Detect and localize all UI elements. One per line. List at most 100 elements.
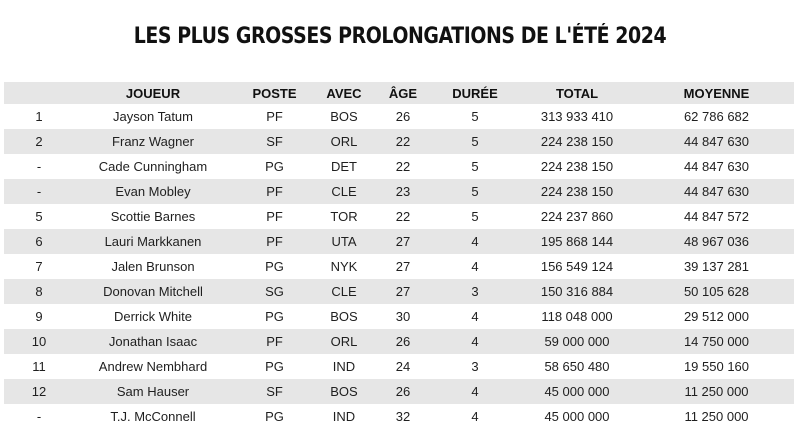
table-row: 10 Jonathan Isaac PF ORL 26 4 59 000 000 14 750… — [4, 329, 794, 354]
table-row: 9 Derrick White PG BOS 30 4 118 048 000 29 512 … — [4, 304, 794, 329]
cell-rank: 7 — [35, 259, 43, 274]
cell-age: 32 — [395, 409, 411, 424]
cell-age: 27 — [371, 279, 435, 304]
cell-position: PG — [265, 259, 284, 274]
cell-team: CLE — [317, 179, 371, 204]
cell-rank: 6 — [4, 229, 74, 254]
cell-position: PF — [266, 209, 283, 224]
cell-total: 45 000 000 — [544, 409, 610, 424]
cell-position: PG — [265, 309, 284, 324]
header-position: POSTE — [232, 82, 317, 104]
header-average: MOYENNE — [639, 82, 794, 104]
header-team: AVEC — [317, 82, 371, 104]
cell-position: PG — [265, 409, 284, 424]
cell-team: NYK — [330, 259, 358, 274]
table-row: 7 Jalen Brunson PG NYK 27 4 156 549 124 39 137 … — [4, 254, 794, 279]
table-row: 2 Franz Wagner SF ORL 22 5 224 238 150 44 847 6… — [4, 129, 794, 154]
cell-total: 224 237 860 — [540, 209, 614, 224]
cell-age: 22 — [371, 129, 435, 154]
table-row: - T.J. McConnell PG IND 32 4 45 000 000 11 250 … — [4, 404, 794, 429]
cell-team: ORL — [317, 129, 371, 154]
cell-total: 59 000 000 — [515, 329, 639, 354]
cell-age: 30 — [395, 309, 411, 324]
cell-duration: 5 — [435, 129, 515, 154]
cell-duration: 3 — [471, 359, 479, 374]
cell-position: PF — [232, 329, 317, 354]
cell-age: 23 — [371, 179, 435, 204]
cell-player: T.J. McConnell — [110, 409, 196, 424]
cell-position: PG — [265, 359, 284, 374]
cell-duration: 4 — [435, 329, 515, 354]
cell-position: PF — [232, 179, 317, 204]
cell-rank: - — [36, 159, 42, 174]
cell-average: 14 750 000 — [639, 329, 794, 354]
table-row: 6 Lauri Markkanen PF UTA 27 4 195 868 144 48 96… — [4, 229, 794, 254]
cell-average: 19 550 160 — [683, 359, 750, 374]
cell-team: BOS — [317, 379, 371, 404]
cell-duration: 4 — [435, 229, 515, 254]
cell-rank: 9 — [35, 309, 43, 324]
header-player: JOUEUR — [74, 82, 232, 104]
cell-player: Derrick White — [113, 309, 192, 324]
cell-average: 39 137 281 — [683, 259, 750, 274]
cell-player: Lauri Markkanen — [74, 229, 232, 254]
table-row: 5 Scottie Barnes PF TOR 22 5 224 237 860 44 847… — [4, 204, 794, 229]
cell-age: 24 — [395, 359, 411, 374]
cell-total: 118 048 000 — [541, 309, 613, 324]
cell-average: 44 847 630 — [639, 129, 794, 154]
cell-duration: 4 — [435, 379, 515, 404]
cell-age: 26 — [395, 109, 411, 124]
cell-rank: 2 — [4, 129, 74, 154]
cell-total: 156 549 124 — [540, 259, 614, 274]
cell-team: CLE — [317, 279, 371, 304]
cell-rank: - — [36, 409, 42, 424]
cell-average: 48 967 036 — [639, 229, 794, 254]
cell-total: 224 238 150 — [540, 159, 614, 174]
table-row: 11 Andrew Nembhard PG IND 24 3 58 650 480 19 55… — [4, 354, 794, 379]
cell-rank: 5 — [35, 209, 43, 224]
cell-average: 62 786 682 — [683, 109, 750, 124]
cell-duration: 5 — [435, 179, 515, 204]
cell-average: 44 847 572 — [683, 209, 750, 224]
cell-player: Andrew Nembhard — [98, 359, 208, 374]
cell-age: 27 — [371, 229, 435, 254]
cell-rank: - — [4, 179, 74, 204]
cell-position: PF — [232, 229, 317, 254]
cell-player: Cade Cunningham — [98, 159, 208, 174]
cell-team: IND — [332, 359, 356, 374]
cell-position: SG — [232, 279, 317, 304]
cell-team: UTA — [317, 229, 371, 254]
cell-total: 224 238 150 — [515, 179, 639, 204]
cell-team: TOR — [330, 209, 358, 224]
cell-average: 29 512 000 — [683, 309, 750, 324]
table-row: 8 Donovan Mitchell SG CLE 27 3 150 316 884 50 1… — [4, 279, 794, 304]
cell-player: Scottie Barnes — [110, 209, 196, 224]
table-row: 1 Jayson Tatum PF BOS 26 5 313 933 410 62 786 6… — [4, 104, 794, 129]
table-row: - Cade Cunningham PG DET 22 5 224 238 150 44 84… — [4, 154, 794, 179]
header-total: TOTAL — [515, 82, 639, 104]
cell-average: 50 105 628 — [639, 279, 794, 304]
cell-duration: 5 — [471, 159, 479, 174]
header-age: ÂGE — [371, 82, 435, 104]
table-row: - Evan Mobley PF CLE 23 5 224 238 150 44 847 63… — [4, 179, 794, 204]
cell-total: 58 650 480 — [544, 359, 610, 374]
cell-duration: 4 — [471, 259, 479, 274]
cell-rank: 8 — [4, 279, 74, 304]
cell-age: 22 — [395, 159, 411, 174]
cell-duration: 5 — [471, 109, 479, 124]
cell-player: Jonathan Isaac — [74, 329, 232, 354]
cell-position: SF — [232, 379, 317, 404]
cell-age: 26 — [371, 329, 435, 354]
cell-duration: 4 — [471, 309, 479, 324]
page-title: LES PLUS GROSSES PROLONGATIONS DE L'ÉTÉ … — [133, 24, 667, 49]
cell-average: 44 847 630 — [639, 179, 794, 204]
cell-average: 11 250 000 — [639, 379, 794, 404]
header-duration: DURÉE — [435, 82, 515, 104]
cell-team: BOS — [330, 309, 358, 324]
table-header-row: JOUEUR POSTE AVEC ÂGE DURÉE TOTAL MOYENN… — [4, 82, 794, 104]
cell-total: 313 933 410 — [540, 109, 614, 124]
cell-duration: 5 — [471, 209, 479, 224]
cell-total: 195 868 144 — [515, 229, 639, 254]
cell-player: Jayson Tatum — [113, 109, 193, 124]
cell-position: PF — [266, 109, 283, 124]
